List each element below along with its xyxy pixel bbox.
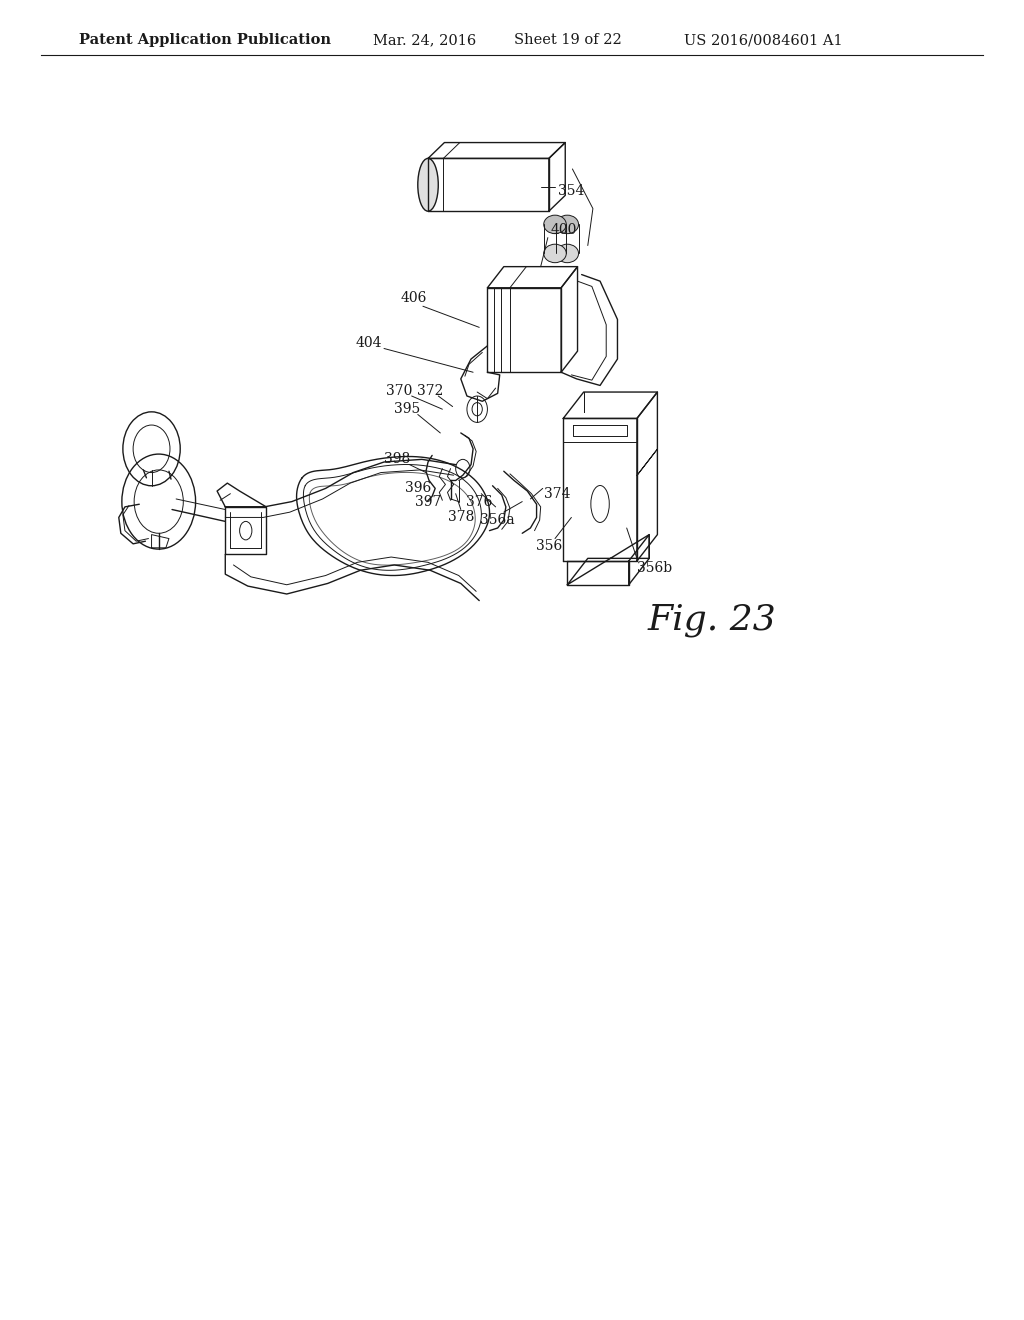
Text: 395: 395 (394, 403, 421, 416)
Text: Sheet 19 of 22: Sheet 19 of 22 (514, 33, 623, 48)
Text: 356b: 356b (637, 561, 672, 574)
Text: 372: 372 (417, 384, 443, 397)
Text: 354: 354 (558, 185, 585, 198)
Text: Patent Application Publication: Patent Application Publication (79, 33, 331, 48)
Text: Fig. 23: Fig. 23 (647, 603, 776, 638)
Text: 356: 356 (536, 540, 562, 553)
Text: US 2016/0084601 A1: US 2016/0084601 A1 (684, 33, 842, 48)
Text: 404: 404 (355, 337, 382, 350)
Ellipse shape (418, 158, 438, 211)
Text: 378: 378 (447, 511, 474, 524)
Ellipse shape (544, 244, 566, 263)
Text: 396: 396 (404, 482, 431, 495)
Text: 356a: 356a (480, 513, 515, 527)
Text: 406: 406 (400, 292, 427, 305)
Text: 400: 400 (551, 223, 578, 236)
Ellipse shape (556, 215, 579, 234)
Text: 397: 397 (415, 495, 441, 508)
Text: 370: 370 (386, 384, 413, 397)
Ellipse shape (544, 215, 566, 234)
Text: Mar. 24, 2016: Mar. 24, 2016 (374, 33, 476, 48)
Text: 398: 398 (384, 453, 411, 466)
Text: 374: 374 (544, 487, 570, 500)
Text: 376: 376 (466, 495, 493, 508)
Ellipse shape (556, 244, 579, 263)
